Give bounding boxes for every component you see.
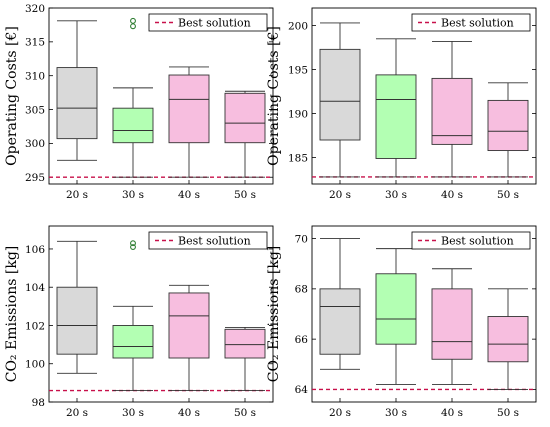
plot-frame [311, 7, 537, 185]
x-category-label: 30 s [385, 189, 407, 201]
box-iqr [487, 316, 529, 363]
box-iqr [168, 292, 210, 359]
y-tick-label: 195 [288, 64, 308, 76]
box-iqr [431, 288, 473, 360]
box-iqr [224, 92, 266, 144]
outlier-point [130, 244, 136, 250]
legend: Best solution [411, 13, 531, 32]
legend-label: Best solution [178, 235, 251, 248]
plot-frame [48, 7, 274, 185]
chart-panel-4: 64 66 68 70 CO₂ Emissions [kg] 20 s 30 s 40 s 50… [266, 225, 537, 419]
x-category-label: 50 s [497, 189, 519, 201]
legend-box [148, 231, 268, 250]
plot-frame [48, 225, 274, 403]
y-tick-label: 295 [25, 172, 45, 184]
legend-box [411, 13, 531, 32]
x-category-label: 50 s [497, 407, 519, 419]
legend: Best solution [411, 231, 531, 250]
box-1 [319, 22, 361, 178]
legend-box [148, 13, 268, 32]
y-tick-label: 190 [288, 108, 308, 120]
chart-panel-1: 295 300 305 310 315 320 Operating Costs [€] 20 … [4, 3, 274, 201]
x-category-label: 50 s [234, 189, 256, 201]
box-3 [168, 284, 210, 391]
outlier-point [130, 17, 136, 24]
y-tick-label: 104 [25, 282, 45, 294]
box-2 [112, 17, 154, 178]
box-2 [375, 248, 417, 385]
box-1 [319, 238, 361, 370]
y-tick-label: 305 [25, 104, 45, 116]
box-3 [431, 40, 473, 178]
y-tick-label: 68 [295, 284, 308, 296]
box-iqr [431, 77, 473, 145]
box-iqr [224, 328, 266, 359]
y-axis-label: Operating Costs [€] [266, 26, 282, 166]
y-tick-label: 300 [25, 138, 45, 150]
y-tick-label: 200 [288, 20, 308, 32]
box-4 [487, 288, 529, 390]
legend-label: Best solution [178, 17, 251, 30]
box-1 [56, 20, 98, 161]
box-iqr [375, 74, 417, 159]
box-iqr [168, 74, 210, 144]
legend: Best solution [148, 231, 268, 250]
outlier-point [130, 240, 136, 247]
y-tick-label: 98 [32, 397, 45, 409]
x-category-label: 20 s [329, 407, 351, 419]
x-category-label: 40 s [441, 189, 463, 201]
x-category-label: 20 s [66, 407, 88, 419]
box-iqr [319, 288, 361, 355]
legend-box [411, 231, 531, 250]
box-iqr [112, 107, 154, 144]
box-iqr [56, 286, 98, 355]
y-tick-label: 70 [295, 233, 308, 245]
y-tick-label: 102 [25, 320, 45, 332]
y-tick-label: 64 [295, 384, 309, 396]
box-iqr [56, 67, 98, 140]
y-axis-label: Operating Costs [€] [4, 26, 20, 166]
y-tick-label: 106 [25, 244, 45, 256]
chart-panel-2: 185 190 195 200 Operating Costs [€] 20 s 30 s 4… [266, 7, 537, 201]
y-axis-label: CO₂ Emissions [kg] [4, 246, 20, 383]
box-3 [431, 268, 473, 385]
box-iqr [112, 325, 154, 359]
box-1 [56, 240, 98, 374]
x-category-label: 30 s [122, 189, 144, 201]
x-category-label: 30 s [122, 407, 144, 419]
x-category-label: 20 s [329, 189, 351, 201]
box-iqr [319, 48, 361, 141]
legend: Best solution [148, 13, 268, 32]
box-4 [224, 90, 266, 178]
box-2 [112, 240, 154, 391]
y-axis-label: CO₂ Emissions [kg] [266, 246, 282, 383]
y-tick-label: 315 [25, 37, 45, 49]
chart-panel-3: 98 100 102 104 106 CO₂ Emissions [kg] 20 s 30 s… [4, 225, 274, 419]
y-tick-label: 66 [295, 334, 309, 346]
box-4 [224, 326, 266, 391]
y-tick-label: 320 [25, 3, 45, 15]
y-tick-label: 100 [25, 359, 45, 371]
box-iqr [375, 273, 417, 345]
plot-frame [311, 225, 537, 403]
box-iqr [487, 99, 529, 152]
x-category-label: 40 s [441, 407, 463, 419]
legend-label: Best solution [441, 235, 514, 248]
box-4 [487, 82, 529, 178]
x-category-label: 40 s [178, 407, 200, 419]
x-category-label: 30 s [385, 407, 407, 419]
outlier-point [130, 23, 136, 30]
x-category-label: 20 s [66, 189, 88, 201]
y-tick-label: 185 [288, 152, 308, 164]
box-3 [168, 66, 210, 178]
box-2 [375, 38, 417, 178]
x-category-label: 40 s [178, 189, 200, 201]
legend-label: Best solution [441, 17, 514, 30]
x-category-label: 50 s [234, 407, 256, 419]
y-tick-label: 310 [25, 70, 45, 82]
